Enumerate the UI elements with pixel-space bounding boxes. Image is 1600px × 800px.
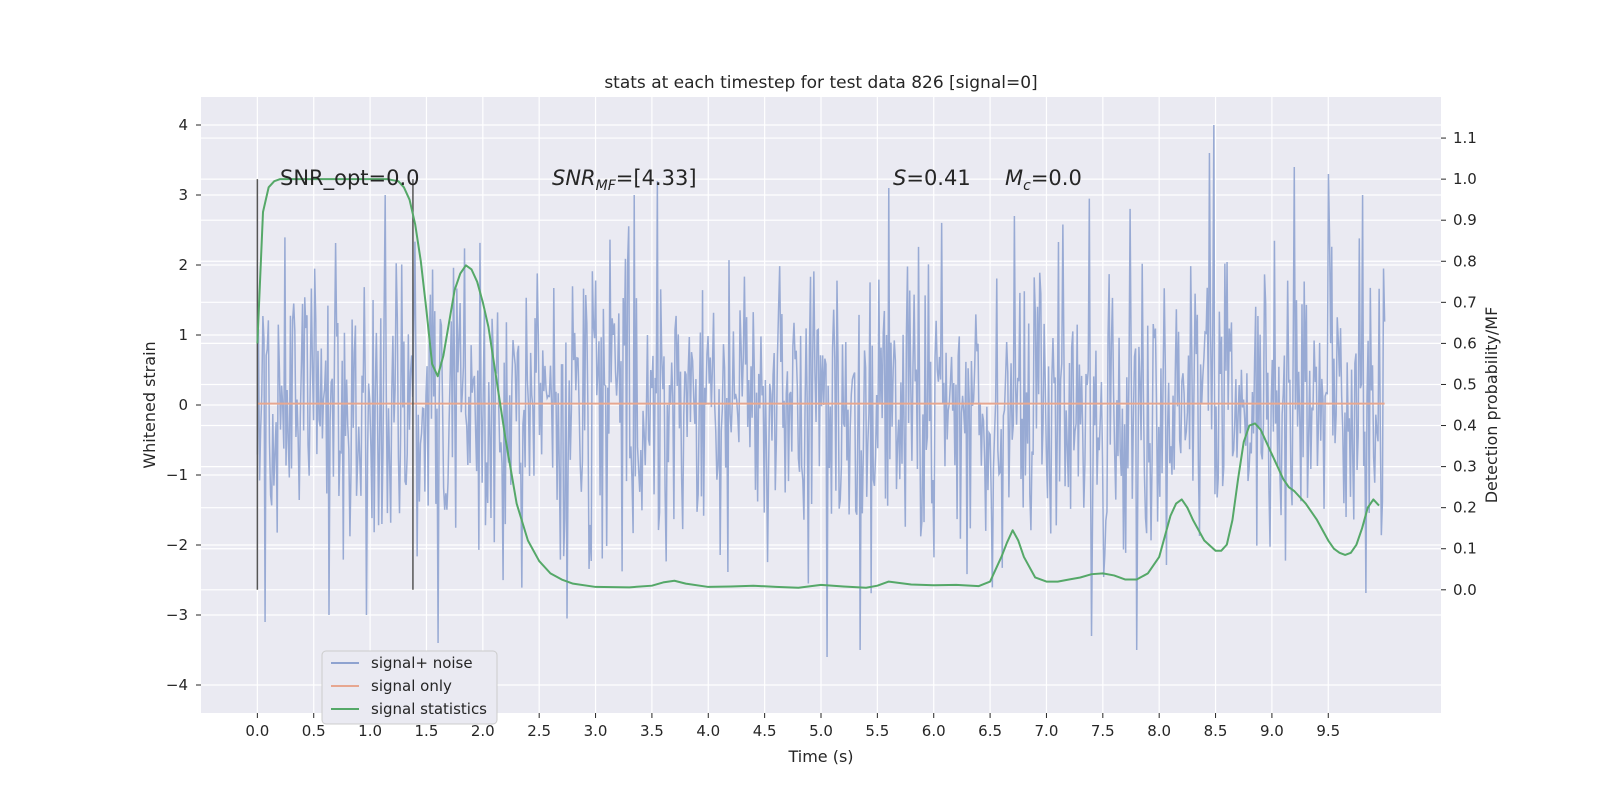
x-tick-label-8: 4.0 bbox=[696, 722, 720, 740]
x-tick-label-19: 9.5 bbox=[1316, 722, 1340, 740]
yr-tick-label-8: 0.3 bbox=[1453, 458, 1477, 476]
yr-tick-label-11: 0.0 bbox=[1453, 581, 1477, 599]
y-tick-label-5: −1 bbox=[166, 466, 188, 484]
x-tick-label-0: 0.0 bbox=[245, 722, 269, 740]
x-tick-label-13: 6.5 bbox=[978, 722, 1002, 740]
vertical-markers bbox=[256, 179, 414, 590]
yr-tick-label-1: 1.0 bbox=[1453, 170, 1477, 188]
x-tick-label-14: 7.0 bbox=[1035, 722, 1059, 740]
yr-tick-label-3: 0.8 bbox=[1453, 252, 1477, 270]
x-tick-label-9: 4.5 bbox=[753, 722, 777, 740]
snr-mf-annotation: SNRMF=[4.33] bbox=[552, 166, 697, 194]
mc-subscript: c bbox=[1023, 178, 1031, 194]
statistics-series bbox=[256, 178, 1380, 589]
s-symbol: S bbox=[893, 166, 906, 190]
y-axis-right-ticks: 1.1 1.0 0.9 0.8 0.7 0.6 0.5 0.4 0.3 0.2 0.1 0.0 bbox=[1441, 129, 1477, 599]
x-tick-label-12: 6.0 bbox=[922, 722, 946, 740]
x-axis-label: Time (s) bbox=[787, 747, 853, 766]
yr-tick-label-0: 1.1 bbox=[1453, 129, 1477, 147]
x-tick-label-2: 1.0 bbox=[358, 722, 382, 740]
yr-tick-label-2: 0.9 bbox=[1453, 211, 1477, 229]
x-tick-label-3: 1.5 bbox=[415, 722, 439, 740]
legend-box bbox=[321, 650, 498, 725]
mc-annotation: Mc=0.0 bbox=[1005, 166, 1082, 194]
snr-opt-annotation: SNR_opt=0.0 bbox=[280, 166, 420, 191]
x-tick-label-7: 3.5 bbox=[640, 722, 664, 740]
chart-title: stats at each timestep for test data 826… bbox=[604, 73, 1037, 93]
legend: signal+ noise signal only signal statist… bbox=[321, 650, 498, 725]
y-axis-ticks: 4 3 2 1 0 −1 −2 −3 −4 bbox=[166, 116, 201, 694]
y-tick-label-1: 3 bbox=[178, 186, 188, 204]
y-tick-label-4: 0 bbox=[178, 396, 188, 414]
y-tick-label-3: 1 bbox=[178, 326, 188, 344]
snr-mf-symbol: SNR bbox=[552, 166, 596, 190]
y-tick-label-6: −2 bbox=[166, 536, 188, 554]
mc-value: =0.0 bbox=[1031, 166, 1082, 190]
x-tick-label-15: 7.5 bbox=[1091, 722, 1115, 740]
mc-symbol: M bbox=[1005, 166, 1023, 190]
x-tick-label-17: 8.5 bbox=[1204, 722, 1228, 740]
snr-mf-subscript: MF bbox=[596, 178, 617, 194]
x-tick-label-5: 2.5 bbox=[527, 722, 551, 740]
y-axis-label: Whitened strain bbox=[140, 341, 159, 468]
noise-line bbox=[256, 124, 1386, 658]
y-tick-label-7: −3 bbox=[166, 606, 188, 624]
noise-series bbox=[256, 124, 1386, 658]
x-tick-label-4: 2.0 bbox=[471, 722, 495, 740]
x-axis-ticks: 0.0 0.5 1.0 1.5 2.0 2.5 3.0 3.5 4.0 4.5 5.0 5.5 6.0 6… bbox=[245, 713, 1340, 740]
legend-label-noise: signal+ noise bbox=[371, 654, 473, 672]
y-axis-right-label: Detection probability/MF bbox=[1482, 307, 1501, 504]
x-tick-label-18: 9.0 bbox=[1260, 722, 1284, 740]
x-tick-label-11: 5.5 bbox=[865, 722, 889, 740]
x-tick-label-10: 5.0 bbox=[809, 722, 833, 740]
x-tick-label-16: 8.0 bbox=[1147, 722, 1171, 740]
s-annotation: S=0.41 bbox=[893, 166, 971, 190]
yr-tick-label-7: 0.4 bbox=[1453, 417, 1477, 435]
yr-tick-label-6: 0.5 bbox=[1453, 375, 1477, 393]
yr-tick-label-5: 0.6 bbox=[1453, 334, 1477, 352]
yr-tick-label-4: 0.7 bbox=[1453, 293, 1477, 311]
legend-label-signal-only: signal only bbox=[371, 677, 452, 695]
y-tick-label-8: −4 bbox=[166, 676, 188, 694]
yr-tick-label-10: 0.1 bbox=[1453, 540, 1477, 558]
yr-tick-label-9: 0.2 bbox=[1453, 499, 1477, 517]
x-tick-label-1: 0.5 bbox=[302, 722, 326, 740]
statistics-line bbox=[256, 178, 1380, 589]
x-tick-label-6: 3.0 bbox=[584, 722, 608, 740]
legend-label-statistics: signal statistics bbox=[371, 700, 487, 718]
snr-mf-value: =[4.33] bbox=[616, 166, 697, 190]
s-value: =0.41 bbox=[906, 166, 970, 190]
y-tick-label-2: 2 bbox=[178, 256, 188, 274]
y-tick-label-0: 4 bbox=[178, 116, 188, 134]
